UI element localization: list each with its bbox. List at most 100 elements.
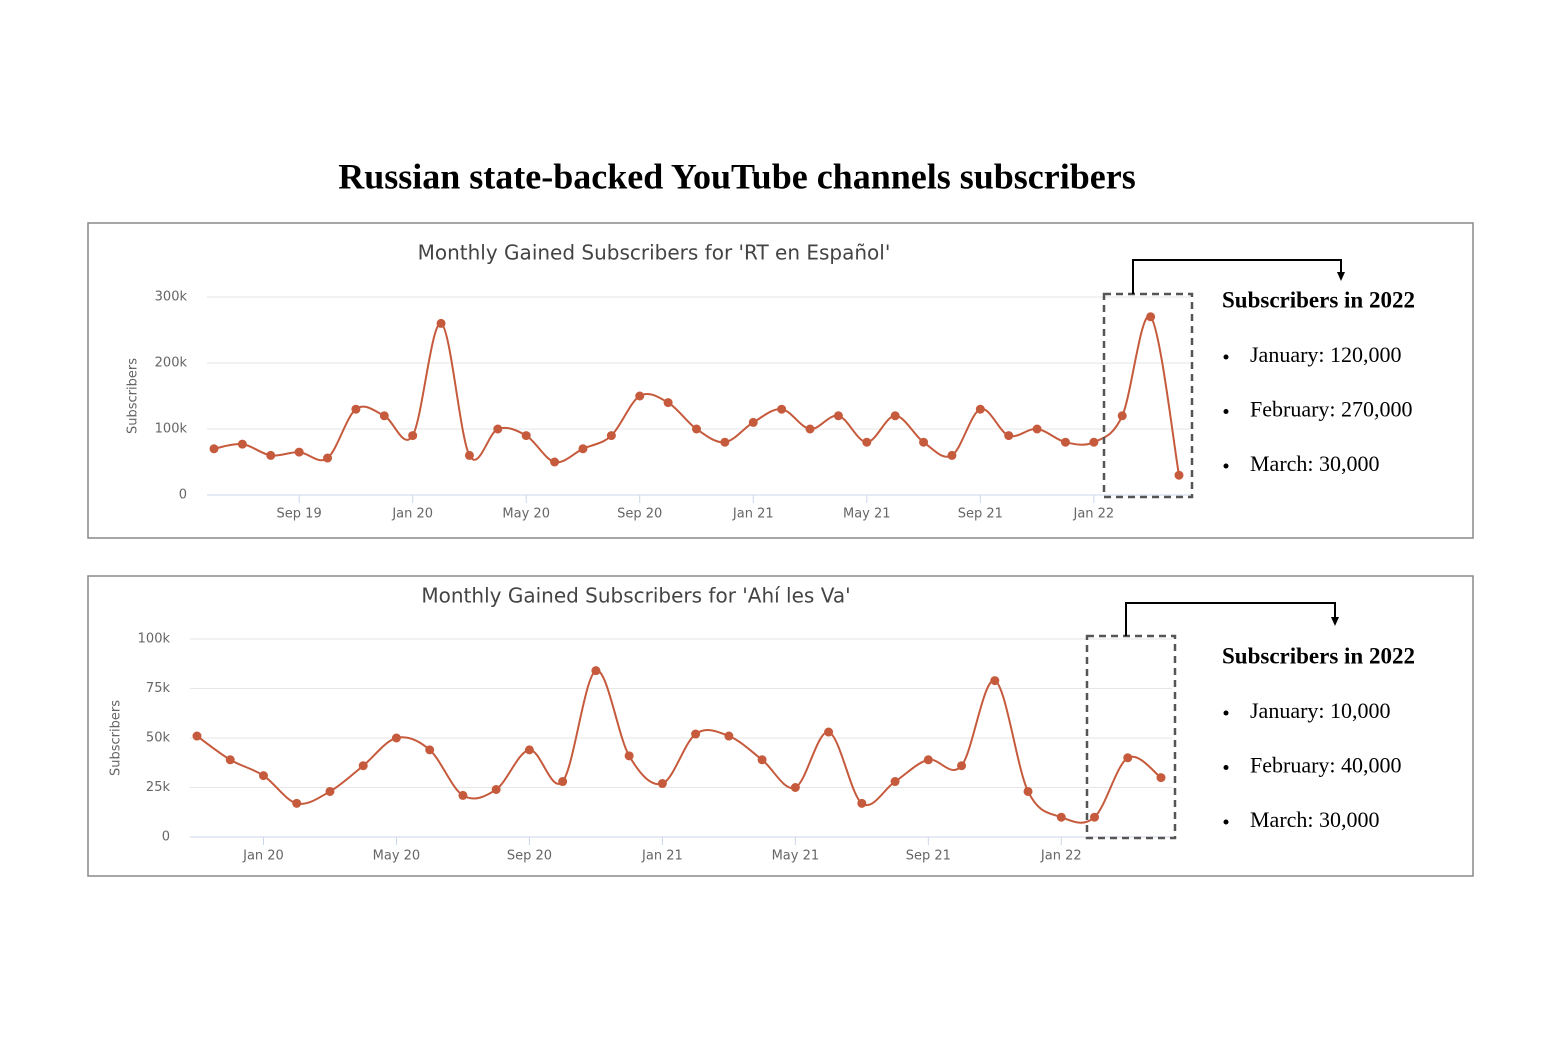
point xyxy=(692,424,701,434)
panel xyxy=(87,222,1474,539)
point xyxy=(491,784,501,794)
point xyxy=(833,411,843,421)
bullet xyxy=(1223,354,1229,360)
x-tick-label: Jan 22 xyxy=(1040,849,1082,864)
point xyxy=(266,450,276,460)
bracket xyxy=(1125,602,1336,636)
point xyxy=(292,798,302,808)
annotation-item: February: 40,000 xyxy=(1250,753,1402,778)
y-axis-label: Subscribers xyxy=(109,700,124,776)
point xyxy=(436,318,446,328)
point xyxy=(805,424,815,434)
arrowhead xyxy=(1331,617,1339,626)
point xyxy=(606,431,616,441)
annotation-title: Subscribers in 2022 xyxy=(1222,287,1415,312)
point xyxy=(862,437,872,447)
x-tick-label: Jan 21 xyxy=(732,507,774,522)
point xyxy=(1023,786,1033,796)
point xyxy=(947,450,957,460)
x-tick-label: May 20 xyxy=(373,849,421,864)
point xyxy=(225,755,235,765)
point xyxy=(975,404,985,414)
y-tick-label: 100k xyxy=(155,422,188,437)
point xyxy=(857,798,867,808)
y-tick-label: 100k xyxy=(138,632,171,647)
point xyxy=(325,786,335,796)
point xyxy=(464,450,474,460)
line xyxy=(213,315,1180,476)
chart-title: Monthly Gained Subscribers for 'RT en Es… xyxy=(418,241,891,265)
x-tick-label: Jan 20 xyxy=(391,507,433,522)
annotation-item: January: 10,000 xyxy=(1250,698,1391,723)
y-tick-label: 75k xyxy=(146,681,171,696)
point xyxy=(1032,424,1042,434)
x-tick-label: Sep 19 xyxy=(277,507,322,522)
arrowhead xyxy=(1337,272,1345,281)
x-tick-label: May 21 xyxy=(843,507,891,522)
point xyxy=(323,453,333,463)
point xyxy=(294,447,304,457)
point xyxy=(691,729,701,739)
y-tick-label: 0 xyxy=(179,488,187,503)
point xyxy=(1004,431,1014,441)
y-axis-label: Subscribers xyxy=(126,358,141,434)
annotation-item: February: 270,000 xyxy=(1250,397,1413,422)
y-tick-label: 300k xyxy=(155,290,188,305)
point xyxy=(237,439,247,449)
y-tick-label: 50k xyxy=(146,731,171,746)
point xyxy=(1117,411,1127,421)
point xyxy=(657,779,667,789)
bracket xyxy=(1132,259,1342,294)
point xyxy=(990,676,1000,686)
point xyxy=(1174,470,1184,480)
point xyxy=(1089,437,1099,447)
point xyxy=(1060,437,1070,447)
point xyxy=(192,731,202,741)
point xyxy=(379,411,389,421)
panel xyxy=(87,575,1474,877)
point xyxy=(890,777,900,787)
point xyxy=(458,790,468,800)
point xyxy=(1146,312,1156,322)
point xyxy=(391,733,401,743)
point xyxy=(1156,773,1166,783)
y-tick-label: 25k xyxy=(146,780,171,795)
point xyxy=(923,755,933,765)
x-tick-label: May 21 xyxy=(772,849,820,864)
point xyxy=(890,411,900,421)
y-tick-label: 0 xyxy=(162,830,170,845)
point xyxy=(358,761,368,771)
bullet xyxy=(1223,819,1229,825)
x-tick-label: Jan 22 xyxy=(1072,507,1114,522)
point xyxy=(624,751,634,761)
point xyxy=(957,761,967,771)
point xyxy=(493,424,503,434)
point xyxy=(748,417,758,427)
x-tick-label: May 20 xyxy=(502,507,550,522)
point xyxy=(635,391,645,401)
point xyxy=(578,444,588,454)
bullet xyxy=(1223,463,1229,469)
y-tick-label: 200k xyxy=(155,356,188,371)
annotation-item: March: 30,000 xyxy=(1250,451,1380,476)
point xyxy=(550,457,560,467)
point xyxy=(1123,753,1133,763)
point xyxy=(720,437,730,447)
annotation-item: January: 120,000 xyxy=(1250,342,1402,367)
point xyxy=(209,444,219,454)
x-tick-label: Jan 20 xyxy=(242,849,284,864)
bullet xyxy=(1223,409,1229,414)
line xyxy=(196,669,1162,824)
highlight-box xyxy=(1102,292,1194,499)
figure-title: Russian state-backed YouTube channels su… xyxy=(338,156,1136,196)
chart-title: Monthly Gained Subscribers for 'Ahí les … xyxy=(421,584,850,608)
point xyxy=(258,771,268,781)
point xyxy=(351,404,361,414)
annotation-item: March: 30,000 xyxy=(1250,807,1380,832)
point xyxy=(408,431,418,441)
point xyxy=(777,404,787,414)
point xyxy=(521,431,531,441)
point xyxy=(425,745,435,755)
